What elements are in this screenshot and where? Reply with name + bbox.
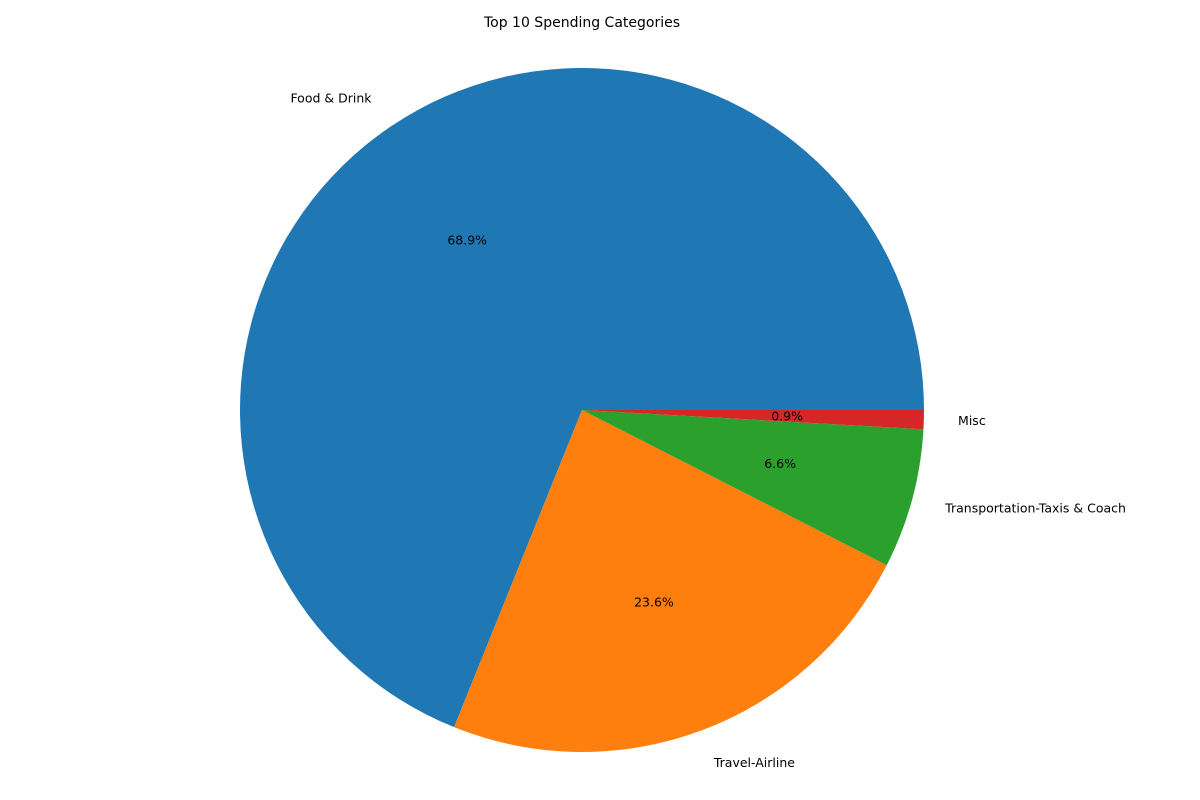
category-label-transportation-taxis-coach: Transportation-Taxis & Coach — [944, 501, 1126, 516]
percent-label-transportation-taxis-coach: 6.6% — [764, 456, 796, 471]
pie-slices — [239, 67, 924, 752]
category-label-travel-airline: Travel-Airline — [713, 755, 795, 770]
pie-slice-food-drink — [239, 67, 924, 728]
category-label-misc: Misc — [958, 413, 986, 428]
chart-title: Top 10 Spending Categories — [483, 15, 680, 31]
percent-labels: 68.9% 23.6% 6.6% 0.9% — [447, 232, 803, 609]
pie-slice-travel-airline — [454, 410, 887, 752]
category-labels: Food & Drink Travel-Airline Transportation… — [290, 91, 1125, 770]
percent-label-food-drink: 68.9% — [447, 232, 487, 247]
pie-slice-transportation-taxis-coach — [582, 410, 924, 566]
percent-label-travel-airline: 23.6% — [634, 595, 674, 610]
percent-label-misc: 0.9% — [771, 408, 803, 423]
pie-slice-misc — [582, 410, 924, 430]
category-label-food-drink: Food & Drink — [290, 91, 372, 106]
